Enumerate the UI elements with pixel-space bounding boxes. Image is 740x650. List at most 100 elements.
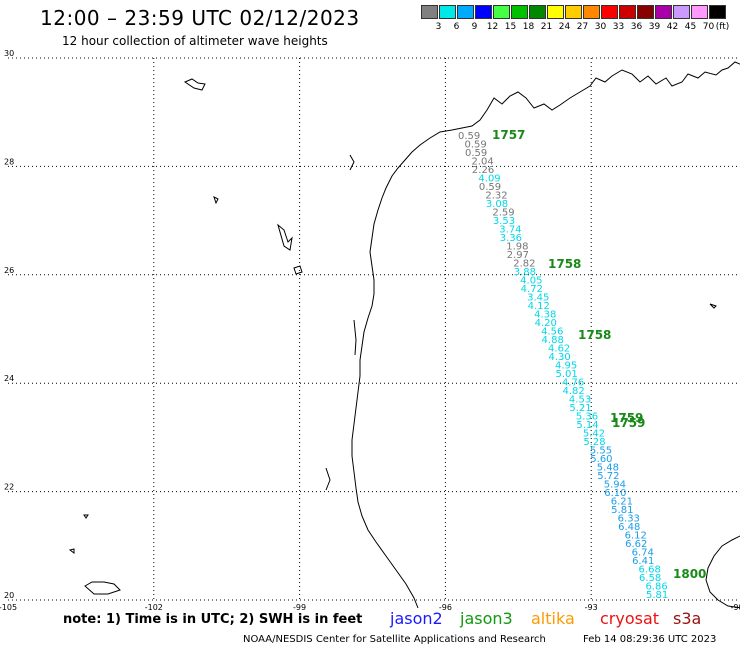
legend-label: 39 <box>648 22 661 32</box>
timestamp-text: Feb 14 08:29:36 UTC 2023 <box>583 634 717 645</box>
track-value: 6.68 <box>639 565 661 576</box>
yucatan-coastline <box>705 535 740 609</box>
lat-lon-grid <box>8 57 737 601</box>
lon-tick-label: -99 <box>293 603 306 612</box>
lon-tick-label: -102 <box>145 603 163 612</box>
legend-swatch <box>565 5 582 19</box>
track-value: 6.12 <box>625 531 647 542</box>
track-value: 6.10 <box>604 488 626 499</box>
track-value: 0.59 <box>465 148 487 159</box>
track-value: 5.81 <box>646 590 668 601</box>
track-value: 5.21 <box>569 403 591 414</box>
time-label: 1759 <box>612 416 645 430</box>
track-value: 3.45 <box>527 293 549 304</box>
track-value: 2.82 <box>513 259 535 270</box>
track-value: 4.38 <box>534 310 556 321</box>
island <box>84 581 121 595</box>
track-value: 4.62 <box>548 344 570 355</box>
time-label: 1758 <box>548 257 581 271</box>
page-subtitle: 12 hour collection of altimeter wave hei… <box>62 34 328 48</box>
legend-swatch <box>691 5 708 19</box>
track-value: 5.36 <box>576 412 598 423</box>
track-value: 6.62 <box>625 539 647 550</box>
track-value: 0.59 <box>458 131 480 142</box>
track-value: 4.72 <box>521 284 543 295</box>
legend-label: 24 <box>558 22 571 32</box>
inland-lake <box>293 265 303 275</box>
lat-tick-label: 22 <box>4 483 14 492</box>
legend-swatch <box>547 5 564 19</box>
legend-label: 3 <box>435 22 442 32</box>
track-value: 6.33 <box>618 514 640 525</box>
lat-tick-label: 26 <box>4 266 14 275</box>
legend-swatch <box>529 5 546 19</box>
track-value: 5.01 <box>555 369 577 380</box>
track-value: 3.53 <box>493 216 515 227</box>
track-value: 5.55 <box>590 446 612 457</box>
track-value: 2.59 <box>492 208 514 219</box>
track-value: 3.88 <box>514 267 536 278</box>
lat-tick-label: 24 <box>4 374 14 383</box>
track-value: 5.60 <box>590 454 612 465</box>
track-value: 6.74 <box>632 548 654 559</box>
legend-swatch <box>619 5 636 19</box>
track-value: 6.48 <box>618 522 640 533</box>
coastline <box>68 61 740 609</box>
track-value: 4.56 <box>541 327 563 338</box>
legend-label: 9 <box>471 22 478 32</box>
legend-altika: altika <box>531 609 575 628</box>
lon-tick-label: -96 <box>439 603 452 612</box>
track-value: 5.72 <box>597 471 619 482</box>
track-value: 6.58 <box>639 573 661 584</box>
track-value: 0.59 <box>479 182 501 193</box>
island <box>83 514 89 519</box>
time-label: 1757 <box>492 128 525 142</box>
lat-tick-label: 28 <box>4 157 14 166</box>
legend-jason2: jason2 <box>390 609 443 628</box>
time-label: 1759 <box>610 411 643 425</box>
time-label: 1800 <box>673 567 706 581</box>
track-value: 6.41 <box>632 556 654 567</box>
bay-detail <box>349 154 355 171</box>
inland-lake <box>213 196 219 205</box>
legend-swatch <box>457 5 474 19</box>
axis-ticks: 30 28 26 24 22 20 -105 -102 -99 -96 -93 -90 <box>0 49 740 612</box>
track-value: 2.97 <box>507 250 529 261</box>
texas-louisiana-coastline <box>351 61 740 609</box>
note-text: note: 1) Time is in UTC; 2) SWH is in fe… <box>63 612 363 627</box>
lon-tick-label: -93 <box>585 603 598 612</box>
track-value: 1.98 <box>506 242 528 253</box>
track-value: 6.86 <box>646 582 668 593</box>
legend-label: 36 <box>630 22 643 32</box>
track-value: 6.21 <box>611 497 633 508</box>
bay-detail <box>353 319 357 356</box>
track-value: 5.81 <box>611 505 633 516</box>
page-title: 12:00 – 23:59 UTC 02/12/2023 <box>40 6 360 30</box>
legend-label: 30 <box>594 22 607 32</box>
legend-label: 42 <box>666 22 679 32</box>
legend-label: 6 <box>453 22 460 32</box>
legend-unit: (ft) <box>715 22 730 32</box>
legend-label: 15 <box>504 22 517 32</box>
track-value: 5.28 <box>583 437 605 448</box>
legend-cryosat: cryosat <box>600 609 660 628</box>
legend-label: 45 <box>684 22 697 32</box>
legend-label: 18 <box>522 22 535 32</box>
track-value: 5.94 <box>604 480 626 491</box>
track-value: 4.09 <box>478 174 500 185</box>
track-value: 4.12 <box>528 301 550 312</box>
legend-swatch <box>655 5 672 19</box>
lon-tick-label: -90 <box>730 603 740 612</box>
legend-swatch <box>673 5 690 19</box>
legend-swatch <box>601 5 618 19</box>
legend-swatch <box>583 5 600 19</box>
track-value: 5.42 <box>583 429 605 440</box>
legend-jason3: jason3 <box>460 609 513 628</box>
track-value: 0.59 <box>464 140 486 151</box>
legend-swatch <box>709 5 726 19</box>
track-value: 4.82 <box>562 386 584 397</box>
legend-label: 27 <box>576 22 589 32</box>
track-value: 2.26 <box>472 165 494 176</box>
lon-tick-label: -105 <box>0 603 17 612</box>
